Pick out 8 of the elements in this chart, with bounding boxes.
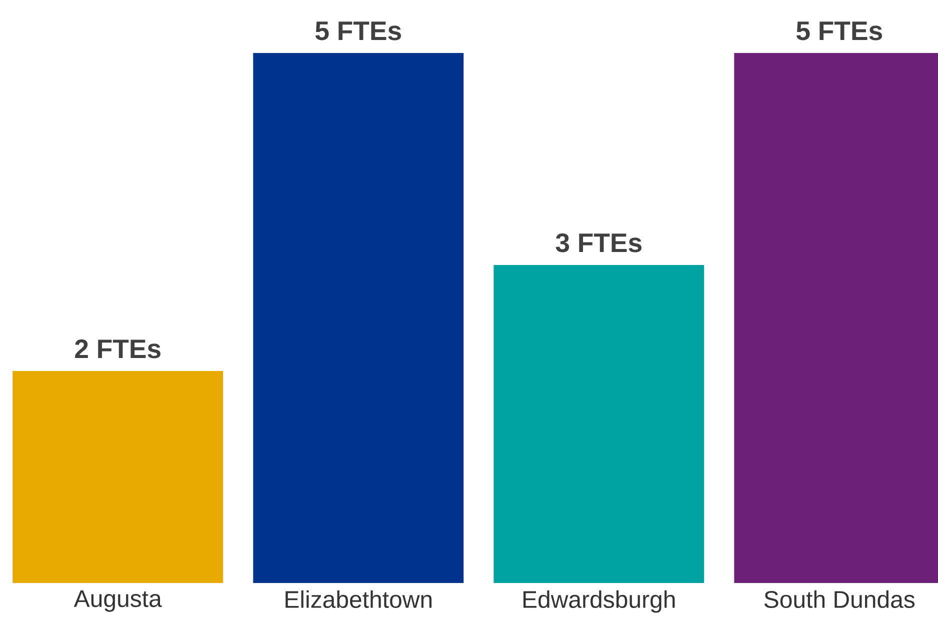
x-tick-label: South Dundas — [764, 590, 915, 608]
x-tick-label: Augusta — [74, 590, 162, 612]
data-label: 5 FTEs — [315, 22, 401, 40]
data-label: 2 FTEs — [75, 339, 160, 358]
data-label: 3 FTEs — [556, 233, 642, 252]
x-tick-label: Edwardsburgh — [523, 590, 675, 613]
x-tick-label: Elizabethtown — [286, 590, 432, 608]
data-label: 5 FTEs — [796, 22, 882, 40]
